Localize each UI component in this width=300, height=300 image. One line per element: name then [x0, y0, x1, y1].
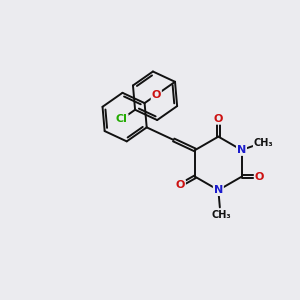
Text: O: O [214, 114, 223, 124]
Text: N: N [237, 145, 246, 155]
Text: O: O [255, 172, 264, 182]
Text: N: N [214, 185, 223, 195]
Text: O: O [152, 90, 161, 100]
Text: O: O [176, 180, 185, 190]
Text: Cl: Cl [116, 114, 127, 124]
Text: CH₃: CH₃ [212, 210, 231, 220]
Text: CH₃: CH₃ [254, 138, 273, 148]
